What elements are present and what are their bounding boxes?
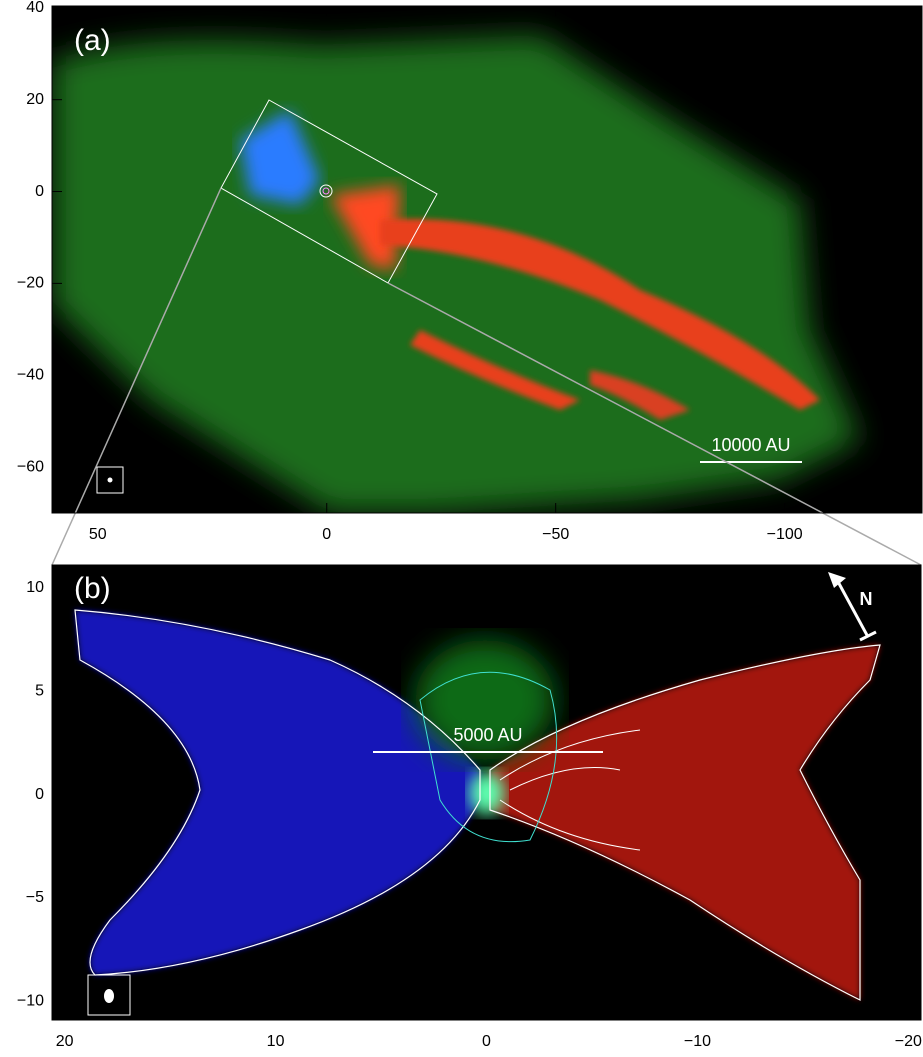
y-tick-label: 0 xyxy=(35,183,44,200)
y-tick-label: −60 xyxy=(17,458,44,475)
y-tick-label: 40 xyxy=(26,0,44,16)
x-tick-label: −20 xyxy=(895,1033,922,1050)
x-tick-label: 0 xyxy=(482,1033,491,1050)
y-tick-label: −20 xyxy=(17,275,44,292)
panel-a-image xyxy=(52,6,922,513)
x-tick-label: 20 xyxy=(56,1033,74,1050)
panel-b-image xyxy=(52,565,921,1020)
x-tick-label: −10 xyxy=(684,1033,711,1050)
panel-label: (a) xyxy=(74,24,111,57)
scale-bar-label: 10000 AU xyxy=(711,435,790,455)
y-tick-label: −5 xyxy=(26,889,44,906)
north-label: N xyxy=(860,589,873,609)
y-tick-label: 20 xyxy=(26,91,44,108)
y-tick-label: 5 xyxy=(35,682,44,699)
x-tick-label: −100 xyxy=(767,526,803,543)
y-tick-label: 10 xyxy=(26,579,44,596)
x-tick-label: 0 xyxy=(322,526,331,543)
x-tick-label: 50 xyxy=(89,526,107,543)
panel-label: (b) xyxy=(74,572,111,605)
x-tick-label: 10 xyxy=(267,1033,285,1050)
figure: (a) 10000 AU (b) 5000 AU N 500−50−100402… xyxy=(0,0,923,1052)
x-tick-label: −50 xyxy=(542,526,569,543)
y-tick-label: 0 xyxy=(35,786,44,803)
y-tick-label: −40 xyxy=(17,366,44,383)
y-tick-label: −10 xyxy=(17,993,44,1010)
scale-bar-label: 5000 AU xyxy=(453,725,522,745)
